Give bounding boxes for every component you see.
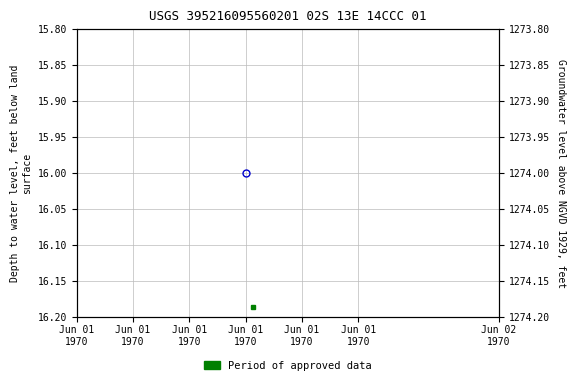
Title: USGS 395216095560201 02S 13E 14CCC 01: USGS 395216095560201 02S 13E 14CCC 01 — [149, 10, 427, 23]
Y-axis label: Depth to water level, feet below land
surface: Depth to water level, feet below land su… — [10, 65, 32, 282]
Legend: Period of approved data: Period of approved data — [200, 357, 376, 375]
Y-axis label: Groundwater level above NGVD 1929, feet: Groundwater level above NGVD 1929, feet — [555, 58, 566, 288]
